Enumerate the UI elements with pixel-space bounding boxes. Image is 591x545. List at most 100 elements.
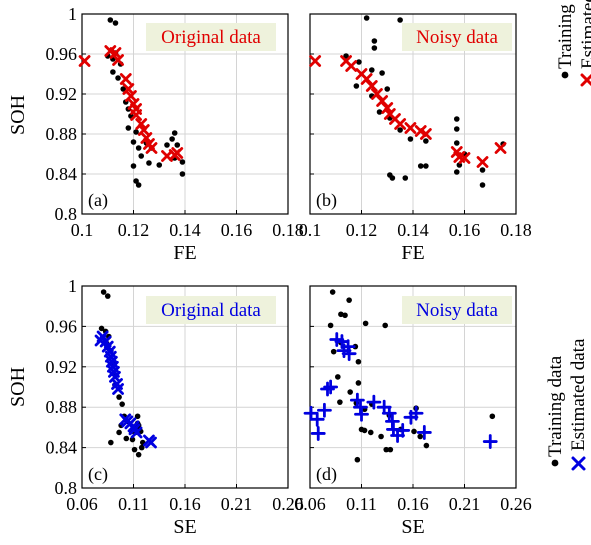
training-point: [146, 160, 152, 166]
training-point: [329, 289, 336, 295]
y-tick-label: 0.88: [46, 124, 78, 144]
x-tick-label: 0.14: [397, 220, 429, 240]
estimated-point-stroke: [476, 156, 489, 168]
estimated-point: [416, 425, 432, 440]
training-point: [453, 116, 460, 122]
training-point: [389, 175, 396, 181]
estimated-point-stroke: [394, 118, 407, 130]
training-point: [376, 109, 383, 115]
panel-label: (a): [88, 190, 108, 211]
panel-title: Original data: [161, 27, 261, 48]
estimated-point-stroke: [99, 335, 112, 348]
training-point: [179, 159, 186, 165]
title-box: [146, 296, 276, 324]
title-box: [402, 23, 512, 51]
training-point: [411, 428, 417, 435]
y-tick-label: 1: [68, 4, 77, 24]
legend-estimated-label-bottom: Estimated data: [568, 338, 589, 451]
estimated-point: [119, 73, 132, 85]
chart-panel-4: 0.06 0.11 0.16 0.21 0.26 SE Noisy data (d): [294, 285, 532, 538]
training-point: [125, 125, 132, 131]
training-point: [133, 129, 139, 135]
x-tick-label: 0.06: [66, 494, 98, 514]
training-point: [116, 429, 122, 436]
training-point: [379, 70, 385, 76]
chart-panel-2: 0.1 0.12 0.14 0.16 0.18 FE Noisy data (b): [299, 13, 532, 264]
estimated-point-stroke: [145, 142, 158, 154]
estimated-point-stroke: [78, 55, 91, 67]
training-point: [119, 401, 125, 407]
estimated-point: [381, 102, 394, 114]
estimated-point-stroke: [140, 132, 153, 144]
y-axis-label-top: SOH: [7, 95, 29, 135]
estimated-point: [414, 125, 427, 137]
training-point: [171, 130, 178, 136]
training-point: [179, 171, 186, 177]
estimated-point-stroke: [458, 152, 471, 164]
legend-training-dot-top: [561, 71, 569, 79]
y-tick-label: 0.92: [46, 84, 78, 104]
x-tick-label: 0.16: [449, 220, 481, 240]
estimated-point-stroke: [450, 146, 463, 158]
estimated-point-stroke: [365, 80, 378, 92]
training-point: [130, 163, 137, 169]
training-point: [169, 136, 175, 142]
x-tick-label: 0.11: [118, 494, 149, 514]
estimated-point: [171, 147, 184, 159]
estimated-point: [130, 109, 142, 121]
training-point: [164, 142, 170, 148]
training-point: [423, 138, 429, 144]
training-point: [129, 436, 136, 443]
training-point: [135, 182, 142, 188]
estimated-point: [494, 142, 507, 154]
x-tick-label: 0.12: [118, 220, 150, 240]
estimated-point-stroke: [130, 109, 142, 121]
estimated-point: [317, 402, 332, 418]
y-tick-label: 0.88: [46, 397, 78, 417]
training-point: [108, 439, 114, 446]
estimated-point-stroke: [381, 102, 394, 114]
training-point: [356, 59, 362, 65]
training-point: [387, 446, 394, 453]
title-box: [402, 296, 512, 324]
estimated-point-stroke: [112, 54, 124, 66]
training-point: [107, 17, 114, 23]
estimated-point-stroke: [376, 95, 389, 107]
estimated-point-stroke: [135, 118, 148, 130]
x-tick-label: 0.11: [346, 494, 377, 514]
estimated-point: [112, 383, 124, 395]
estimated-point-stroke: [345, 60, 358, 72]
training-point: [120, 86, 126, 92]
y-tick-label: 1: [68, 276, 77, 296]
estimated-point-stroke: [171, 147, 184, 159]
y-tick-label: 0.96: [46, 316, 78, 336]
estimated-point: [145, 436, 157, 449]
estimated-point: [341, 346, 357, 362]
training-point: [453, 169, 460, 175]
estimated-point: [419, 128, 432, 140]
estimated-point-stroke: [130, 426, 143, 439]
y-tick-label: 0.96: [46, 44, 78, 64]
training-point: [362, 320, 369, 327]
estimated-point-stroke: [145, 436, 157, 449]
estimated-point-stroke: [414, 125, 427, 137]
training-point: [133, 178, 139, 184]
training-point: [384, 86, 391, 92]
training-point: [138, 444, 145, 451]
panel-label: (b): [316, 190, 337, 211]
chart-panel-3: 0.06 0.11 0.16 0.21 0.26 0.8 0.84 0.88 0.92 0.96 1…: [46, 276, 304, 538]
estimated-point: [130, 426, 143, 439]
estimated-point-stroke: [108, 365, 120, 378]
x-tick-label: 0.18: [272, 220, 304, 240]
training-point: [382, 322, 388, 329]
training-point: [423, 442, 430, 449]
x-axis-label: FE: [401, 242, 424, 264]
x-tick-label: 0.14: [169, 220, 201, 240]
panel-label: (c): [88, 464, 108, 485]
training-point: [407, 136, 414, 142]
training-point: [378, 433, 384, 440]
training-point: [355, 358, 362, 365]
training-point: [123, 435, 130, 442]
training-point: [174, 142, 181, 148]
legend-training-dot-bottom: [551, 459, 559, 467]
